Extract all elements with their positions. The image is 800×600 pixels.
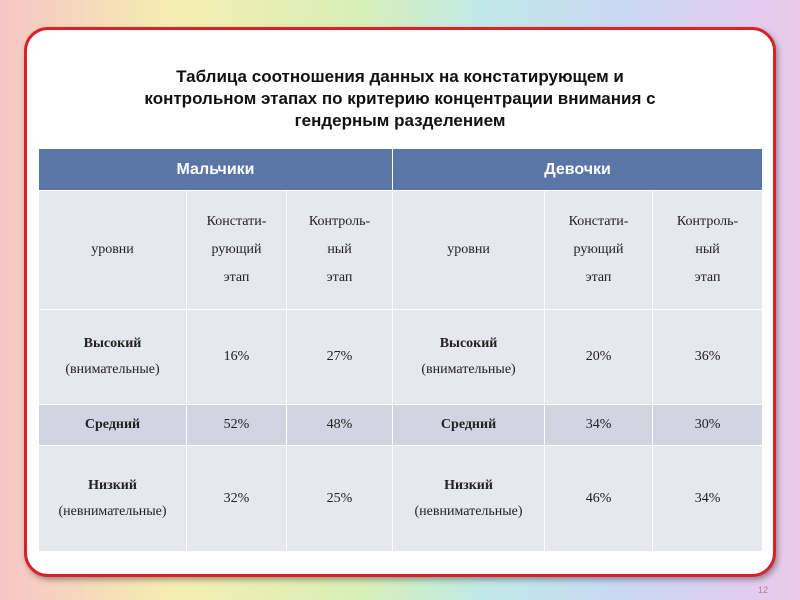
level-name: Низкий: [444, 477, 493, 493]
stage2-header-line: ный: [327, 242, 352, 257]
level-note: (внимательные): [65, 362, 160, 377]
data-table: Мальчики Девочки уровни Констати- рующий…: [37, 148, 764, 552]
value-cell: 34%: [652, 445, 764, 552]
stage2-header-line: Контроль-: [308, 214, 371, 229]
value-cell: 46%: [544, 445, 654, 552]
level-note: (невнимательные): [414, 503, 523, 519]
level-name: Высокий: [439, 336, 498, 351]
level-cell-girls: Высокий (внимательные): [392, 309, 546, 405]
level-name: Высокий: [83, 336, 142, 351]
stage1-header-line: этап: [585, 270, 612, 285]
value-cell: 30%: [652, 404, 764, 446]
stage2-header-line: ный: [695, 242, 720, 257]
table-row: Высокий (внимательные) 16% 27% Высокий (…: [38, 309, 764, 405]
value-cell: 52%: [186, 404, 287, 446]
slide-title: Таблица соотношения данных на констатиру…: [60, 66, 740, 132]
value-cell: 20%: [544, 309, 654, 405]
level-note: (невнимательные): [58, 503, 167, 519]
title-line-2: контрольном этапах по критерию концентра…: [144, 89, 656, 108]
level-cell-boys: Высокий (внимательные): [38, 309, 187, 405]
title-line-1: Таблица соотношения данных на констатиру…: [176, 67, 624, 86]
stage1-header-line: рующий: [573, 242, 624, 257]
table-row: Средний 52% 48% Средний 34% 30%: [38, 404, 764, 446]
group-header-row: Мальчики Девочки: [37, 148, 764, 191]
subheader-row: уровни Констати- рующий этап Контроль- н…: [38, 190, 764, 310]
value-cell: 27%: [285, 309, 394, 405]
value-cell: 32%: [186, 445, 287, 552]
stage1-header-line: рующий: [211, 242, 262, 257]
stage2-header-line: этап: [326, 270, 353, 285]
level-cell-girls: Низкий (невнимательные): [392, 445, 546, 552]
level-name: Низкий: [88, 477, 137, 493]
value-cell: 16%: [186, 309, 287, 405]
stage1-header-line: этап: [223, 270, 250, 285]
slide-number: 12: [758, 585, 769, 595]
stage2-header-line: Контроль-: [676, 214, 739, 229]
group-header-girls: Девочки: [392, 148, 764, 191]
stage2-header-boys: Контроль- ный этап: [285, 190, 394, 310]
value-cell: 36%: [652, 309, 764, 405]
level-name: Средний: [38, 404, 187, 446]
levels-header-girls: уровни: [392, 190, 546, 310]
levels-header-boys: уровни: [38, 190, 187, 310]
stage2-header-girls: Контроль- ный этап: [652, 190, 764, 310]
table-row: Низкий (невнимательные) 32% 25% Низкий (…: [38, 445, 764, 552]
level-cell-boys: Низкий (невнимательные): [38, 445, 187, 552]
title-line-3: гендерным разделением: [294, 111, 506, 130]
value-cell: 48%: [285, 404, 394, 446]
level-note: (внимательные): [421, 362, 516, 377]
stage2-header-line: этап: [694, 270, 721, 285]
group-header-boys: Мальчики: [37, 148, 394, 191]
stage1-header-boys: Констати- рующий этап: [186, 190, 287, 310]
value-cell: 34%: [544, 404, 654, 446]
stage1-header-girls: Констати- рующий этап: [544, 190, 654, 310]
stage1-header-line: Констати-: [206, 214, 267, 229]
level-name: Средний: [392, 404, 546, 446]
value-cell: 25%: [285, 445, 394, 552]
stage1-header-line: Констати-: [568, 214, 629, 229]
